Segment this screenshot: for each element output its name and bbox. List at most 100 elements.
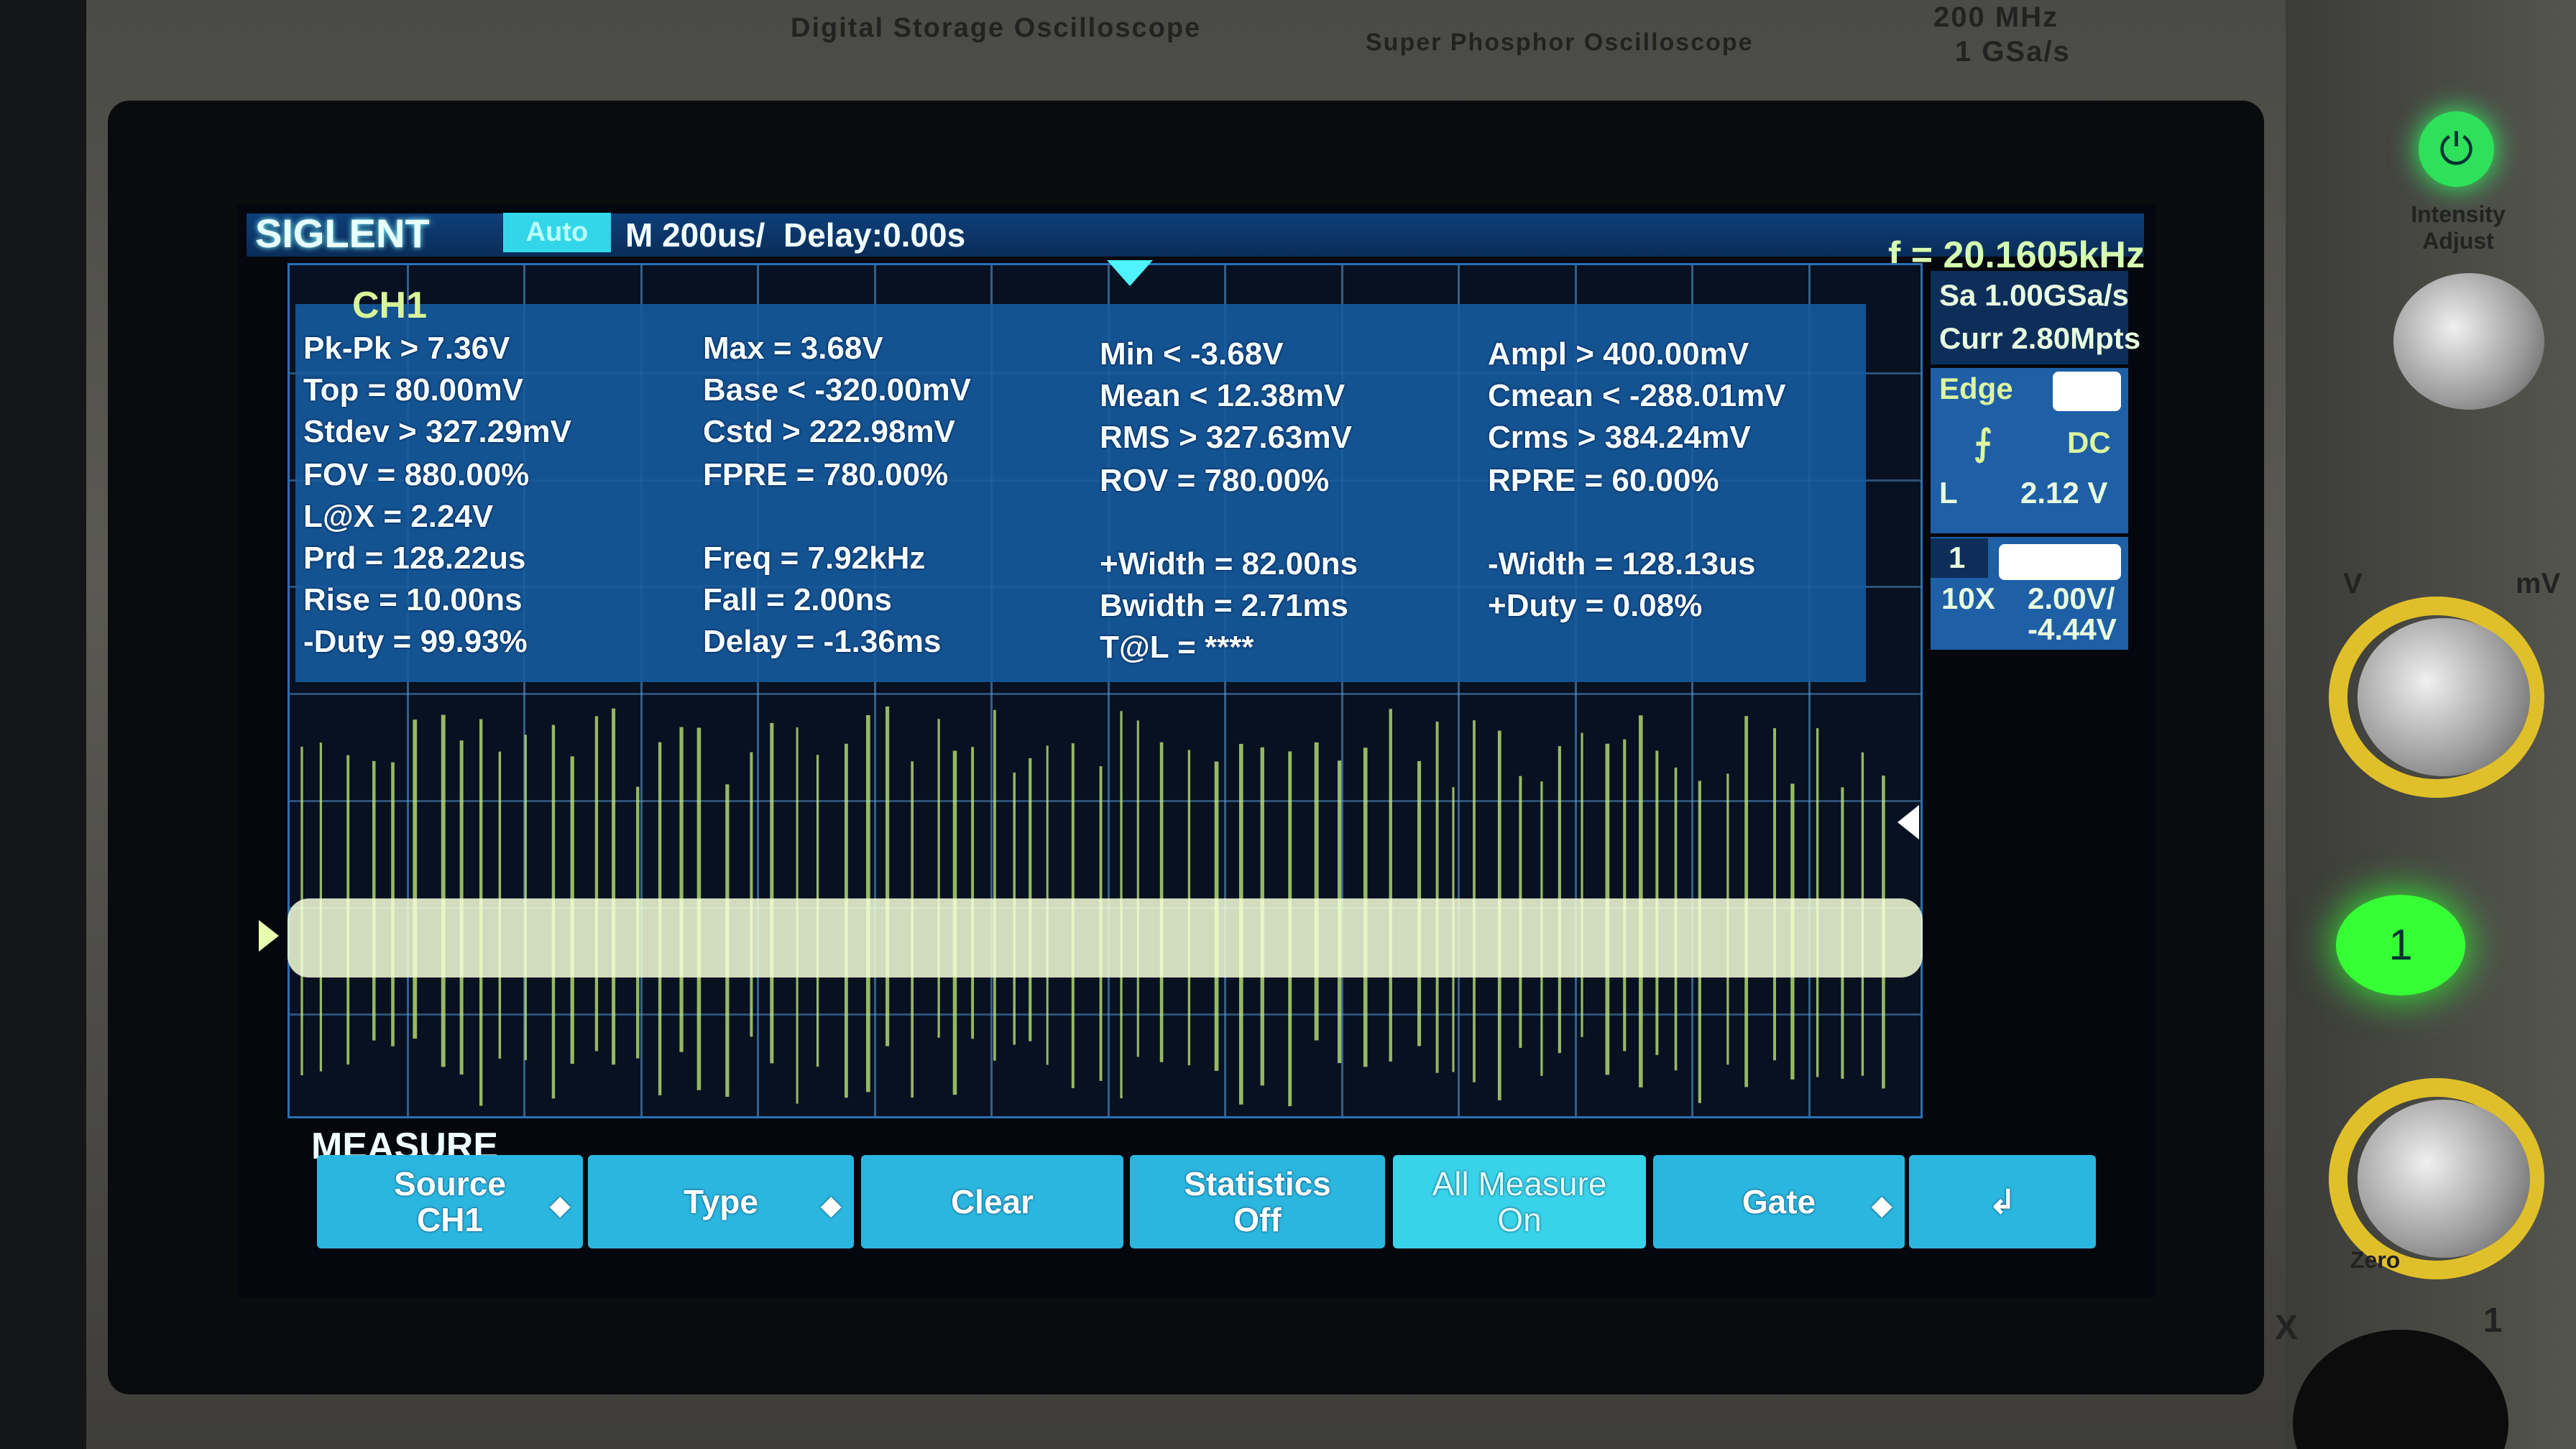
grid-line (1224, 265, 1226, 1116)
measurement-value: Pk-Pk > 7.36V (303, 331, 510, 366)
button-label: Statistics (1184, 1165, 1331, 1202)
grid-line (757, 265, 759, 1116)
menu-button--[interactable]: ↲ (1909, 1155, 2096, 1248)
side-info-panel: Sa 1.00GSa/s Curr 2.80Mpts Edge ⨍ DC L 2… (1931, 271, 2140, 650)
x-label: X (2275, 1309, 2299, 1347)
sample-rate-spec: 1 GSa/s (1955, 36, 2071, 68)
ch1-ground-marker[interactable] (259, 920, 279, 952)
memory-depth: Curr 2.80Mpts (1939, 321, 2141, 355)
measurement-value: Cstd > 222.98mV (703, 414, 955, 449)
channel-offset: -4.44V (2028, 612, 2117, 646)
measurement-value: Mean < 12.38mV (1100, 378, 1346, 413)
intensity-label: Intensity Adjust (2411, 201, 2506, 254)
submenu-arrow-icon: ◆ (1872, 1190, 1892, 1220)
grid-line (406, 265, 409, 1116)
grid-line (290, 799, 1920, 802)
grid-line (290, 693, 1920, 695)
volts-per-div: 2.00V/ (2028, 581, 2115, 615)
brand-logo: SIGLENT (255, 211, 430, 256)
button-label: Gate (1742, 1183, 1816, 1220)
grid-line (290, 1013, 1920, 1016)
trigger-type: Edge (1939, 372, 2013, 405)
submenu-arrow-icon: ◆ (550, 1190, 570, 1220)
measurement-value: +Width = 82.00ns (1100, 546, 1358, 581)
grid-line (1691, 265, 1693, 1116)
measurement-value: Bwidth = 2.71ms (1100, 588, 1349, 623)
one-label: 1 (2483, 1302, 2503, 1340)
measurement-overlay (295, 304, 1866, 682)
waveform-trace (288, 706, 1923, 1106)
frequency-counter: f = 20.1605kHz (1887, 234, 2145, 276)
channel-indicator (1999, 544, 2121, 580)
power-icon[interactable]: ⏻ (2419, 111, 2494, 187)
grid-line (873, 265, 876, 1116)
grid-line (1340, 265, 1343, 1116)
trigger-level-marker[interactable] (1898, 805, 1919, 840)
volts-label: V (2343, 568, 2363, 599)
channel1-button[interactable]: 1 (2336, 895, 2465, 995)
volts-div-knob[interactable] (2358, 618, 2530, 776)
measurement-value: Max = 3.68V (703, 331, 883, 366)
measurement-value: Freq = 7.92kHz (703, 540, 926, 576)
button-value: CH1 (416, 1201, 484, 1238)
button-value: On (1497, 1201, 1542, 1238)
measurement-value: Cmean < -288.01mV (1488, 378, 1786, 413)
grid-line (1458, 265, 1460, 1116)
measurement-value: FOV = 880.00% (303, 457, 530, 492)
measurement-value: Min < -3.68V (1100, 336, 1284, 372)
zero-label: Zero (2350, 1247, 2401, 1273)
menu-button-gate[interactable]: Gate ◆ (1653, 1155, 1905, 1248)
series-subtitle: Super Phosphor Oscilloscope (1366, 29, 1754, 56)
measurement-value: -Duty = 99.93% (303, 624, 528, 659)
measurement-value: Fall = 2.00ns (703, 582, 892, 617)
waveform-baseline-band (288, 898, 1923, 978)
intensity-knob[interactable] (2393, 273, 2544, 410)
menu-button-clear[interactable]: Clear (861, 1155, 1123, 1248)
measurement-value: -Width = 128.13us (1488, 546, 1756, 581)
measurement-value: Prd = 128.22us (303, 540, 526, 576)
measurement-value: Stdev > 327.29mV (303, 414, 572, 449)
grid-line (523, 265, 525, 1116)
menu-button-type[interactable]: Type ◆ (588, 1155, 854, 1248)
measurement-value: ROV = 780.00% (1100, 463, 1330, 498)
measurement-value: Rise = 10.00ns (303, 582, 523, 617)
trigger-level-label: L (1939, 476, 1958, 510)
measurement-value: Top = 80.00mV (303, 372, 524, 408)
grid-line (640, 265, 643, 1116)
button-label: All Measure (1432, 1165, 1607, 1202)
button-label: Type (684, 1183, 758, 1220)
measurement-value: Base < -320.00mV (703, 372, 972, 408)
submenu-arrow-icon: ◆ (821, 1190, 841, 1220)
measurement-value: FPRE = 780.00% (703, 457, 949, 492)
grid-line (1808, 265, 1811, 1116)
trigger-coupling: DC (2067, 426, 2111, 459)
bezel-edge (0, 0, 86, 1449)
measurement-value: Ampl > 400.00mV (1488, 336, 1749, 372)
menu-button-statistics[interactable]: Statistics Off (1130, 1155, 1385, 1248)
trigger-level: 2.12 V (2020, 476, 2108, 510)
measure-source-label: CH1 (352, 285, 428, 326)
measurement-value: +Duty = 0.08% (1488, 588, 1703, 623)
vertical-position-knob[interactable] (2358, 1100, 2530, 1258)
measurement-value: Crms > 384.24mV (1488, 420, 1751, 455)
measurement-value: T@L = **** (1100, 630, 1254, 665)
channel-number: 1 (1949, 540, 1966, 574)
measurement-value: Delay = -1.36ms (703, 624, 942, 659)
button-label: ↲ (1988, 1183, 2017, 1220)
sample-rate: Sa 1.00GSa/s (1939, 278, 2129, 312)
menu-button-all-measure[interactable]: All Measure On (1393, 1155, 1646, 1248)
button-label: Source (394, 1165, 506, 1202)
measurement-value: RMS > 327.63mV (1100, 420, 1352, 455)
button-label: Clear (950, 1183, 1034, 1220)
grid-line (1574, 265, 1577, 1116)
grid-line (990, 265, 993, 1116)
measurement-value: RPRE = 60.00% (1488, 463, 1719, 498)
bandwidth-label: 200 MHz (1933, 1, 2059, 33)
run-state-badge: Auto (503, 213, 611, 252)
horizontal-delay: Delay:0.00s (783, 216, 966, 254)
measurement-value: L@X = 2.24V (303, 499, 494, 534)
model-subtitle: Digital Storage Oscilloscope (791, 13, 1202, 43)
menu-button-source[interactable]: Source CH1 ◆ (317, 1155, 583, 1248)
rising-edge-icon: ⨍ (1974, 423, 1993, 463)
trigger-position-marker[interactable] (1107, 260, 1153, 286)
